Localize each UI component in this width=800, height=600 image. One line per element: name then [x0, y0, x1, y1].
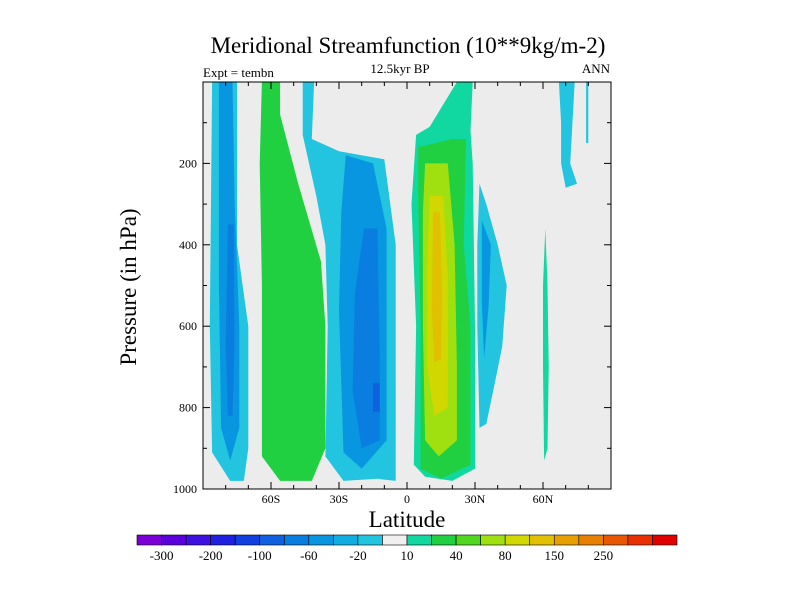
x-tick-label: 60S	[262, 492, 281, 506]
colorbar-label: 10	[401, 548, 414, 563]
axis-layer: 60S 30S 0 30N 60N 200 400 600 800 1000	[173, 82, 611, 506]
colorbar-swatch	[553, 534, 580, 546]
contour-layer	[209, 82, 589, 481]
colorbar-swatch	[603, 534, 629, 546]
y-tick-label: 600	[179, 319, 197, 333]
x-tick-label: 0	[404, 492, 410, 506]
colorbar-label: -200	[199, 548, 223, 563]
colorbar-swatch	[480, 534, 506, 546]
colorbar-swatch	[308, 534, 334, 546]
y-tick-label: 800	[179, 401, 197, 415]
colorbar-swatch	[210, 534, 236, 546]
season-label: ANN	[582, 61, 611, 76]
colorbar-swatch	[185, 534, 211, 546]
colorbar-swatch	[333, 534, 359, 546]
colorbar-swatch	[406, 534, 432, 546]
colorbar-swatch	[357, 534, 383, 546]
colorbar-label: 40	[450, 548, 463, 563]
contour-region-nh-polar-strip	[586, 82, 589, 144]
contour-region-nh-midlat-core	[481, 220, 491, 359]
chart-subtitle: 12.5kyr BP	[370, 61, 429, 76]
colorbar-swatch	[529, 534, 555, 546]
contour-region-nh-polar-cell	[558, 82, 577, 188]
x-tick-label: 30S	[330, 492, 349, 506]
colorbar-swatch	[234, 534, 261, 546]
colorbar-label: 250	[594, 548, 614, 563]
contour-region-sh-ferrel-cell	[259, 82, 326, 481]
x-axis-label: Latitude	[369, 507, 446, 532]
y-tick-label: 400	[179, 238, 197, 252]
colorbar-swatch	[431, 534, 457, 546]
colorbar-label: 80	[499, 548, 512, 563]
y-tick-label: 200	[179, 156, 197, 170]
colorbar-label: -20	[349, 548, 366, 563]
colorbar-swatch	[136, 534, 162, 546]
chart-title: Meridional Streamfunction (10**9kg/m-2)	[211, 33, 606, 58]
colorbar-swatch	[382, 534, 408, 546]
contour-region-sh-polar-inner	[225, 224, 235, 416]
colorbar-swatch	[627, 534, 653, 546]
colorbar-swatch	[283, 534, 310, 546]
colorbar-label: 150	[545, 548, 565, 563]
contour-region-hadley-south-center	[373, 383, 380, 412]
colorbar-swatch	[652, 534, 678, 546]
x-tick-label: 60N	[533, 492, 554, 506]
y-axis-label: Pressure (in hPa)	[116, 208, 141, 365]
y-tick-label: 1000	[173, 482, 197, 496]
colorbar-swatch	[161, 534, 187, 546]
colorbar-swatch	[504, 534, 531, 546]
colorbar-label: -100	[248, 548, 272, 563]
contour-region-hadley-north-250	[431, 212, 443, 363]
colorbar-swatch	[259, 534, 285, 546]
experiment-label: Expt = tembn	[203, 65, 274, 80]
colorbar-swatch	[455, 534, 481, 546]
colorbar-swatch	[578, 534, 604, 546]
x-tick-label: 30N	[465, 492, 486, 506]
colorbar-label: -60	[300, 548, 317, 563]
colorbar-label: -300	[150, 548, 174, 563]
contour-region-nh-ferrel-cell	[543, 228, 549, 461]
colorbar: -300 -200 -100 -60 -20 10 40 80 150 250	[136, 534, 678, 563]
